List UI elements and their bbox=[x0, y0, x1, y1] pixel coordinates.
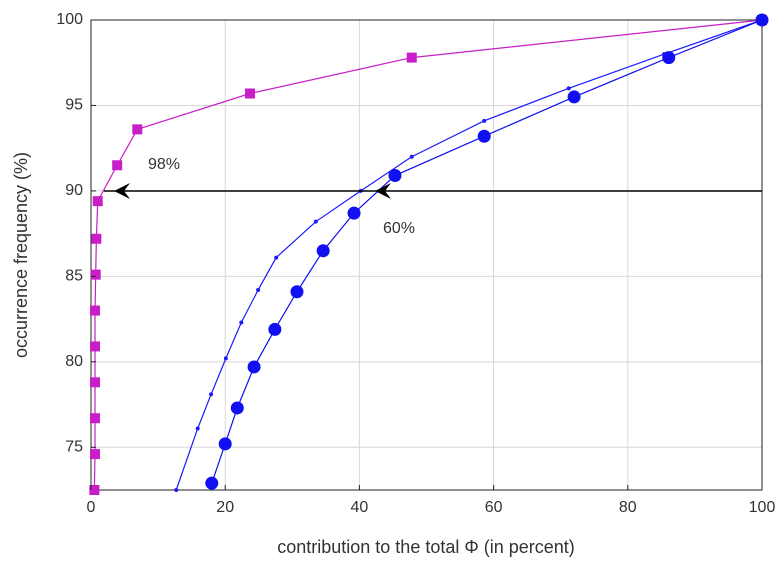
x-tick-label: 60 bbox=[485, 499, 503, 516]
marker bbox=[388, 169, 402, 183]
y-tick-label: 75 bbox=[65, 438, 83, 455]
marker bbox=[230, 401, 244, 415]
marker bbox=[290, 285, 304, 299]
x-tick-label: 20 bbox=[216, 499, 234, 516]
marker bbox=[316, 244, 330, 258]
marker bbox=[409, 154, 414, 159]
marker bbox=[755, 13, 769, 27]
x-tick-label: 0 bbox=[87, 499, 96, 516]
series-line bbox=[93, 19, 763, 491]
y-tick-label: 80 bbox=[65, 353, 83, 370]
marker bbox=[662, 51, 676, 65]
y-tick-label: 100 bbox=[56, 11, 83, 28]
marker bbox=[567, 90, 581, 104]
marker bbox=[90, 413, 101, 424]
series-line bbox=[175, 19, 763, 491]
marker bbox=[477, 129, 491, 143]
marker bbox=[313, 219, 318, 224]
marker bbox=[90, 341, 101, 352]
marker bbox=[245, 88, 256, 99]
marker bbox=[268, 322, 282, 336]
marker bbox=[274, 255, 279, 260]
marker bbox=[239, 320, 244, 325]
marker bbox=[90, 449, 101, 460]
x-axis-title: contribution to the total Φ (in percent) bbox=[277, 537, 575, 557]
marker bbox=[347, 206, 361, 220]
y-tick-label: 90 bbox=[65, 182, 83, 199]
series-group bbox=[89, 13, 769, 495]
marker bbox=[256, 288, 261, 293]
plot-frame bbox=[90, 19, 763, 491]
marker bbox=[90, 269, 101, 280]
marker bbox=[247, 360, 261, 374]
marker bbox=[205, 476, 219, 490]
arrow-head bbox=[375, 183, 391, 199]
marker bbox=[92, 196, 103, 207]
marker bbox=[112, 160, 123, 171]
marker bbox=[91, 233, 102, 244]
marker bbox=[132, 124, 143, 135]
marker bbox=[482, 118, 487, 123]
annotation: 60% bbox=[383, 220, 415, 237]
y-axis-title: occurrence frequency (%) bbox=[11, 152, 31, 358]
marker bbox=[566, 86, 571, 91]
marker bbox=[195, 426, 200, 431]
annotation: 98% bbox=[148, 156, 180, 173]
y-tick-label: 85 bbox=[65, 268, 83, 285]
marker bbox=[218, 437, 232, 451]
marker bbox=[90, 377, 101, 388]
x-tick-label: 100 bbox=[749, 499, 776, 516]
marker bbox=[223, 356, 228, 361]
marker bbox=[209, 392, 214, 397]
marker bbox=[90, 305, 101, 316]
y-tick-label: 95 bbox=[65, 97, 83, 114]
marker bbox=[406, 52, 417, 63]
marker bbox=[89, 485, 100, 495]
arrow-head bbox=[114, 183, 130, 199]
x-tick-label: 80 bbox=[619, 499, 637, 516]
x-tick-label: 40 bbox=[351, 499, 369, 516]
marker bbox=[174, 488, 179, 492]
